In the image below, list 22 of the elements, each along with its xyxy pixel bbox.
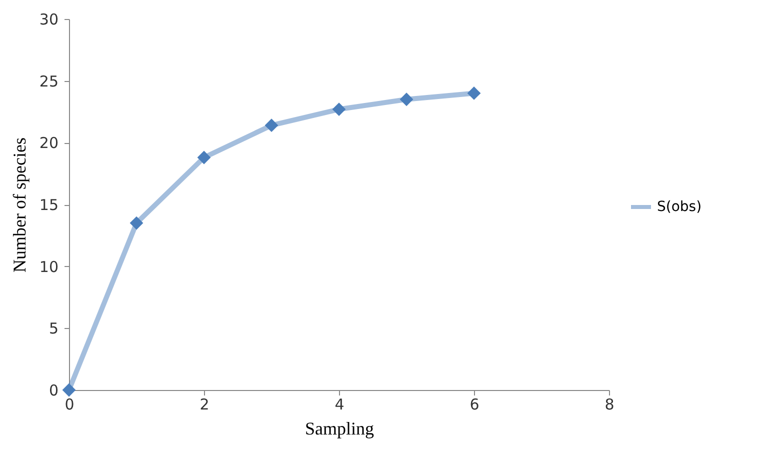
y-tick-label: 30 [39,10,58,28]
x-axis-title: Sampling [304,418,374,438]
x-tick-label: 4 [334,396,344,414]
legend-label: S(obs) [657,199,702,215]
point [400,92,414,106]
point [130,216,144,230]
x-tick-label: 6 [470,396,480,414]
y-tick-label: 25 [39,72,58,90]
x-tick-label: 2 [200,396,210,414]
point [332,102,346,116]
y-tick-label: 15 [39,196,58,214]
y-axis-title: Number of species [9,138,30,272]
x-tick-label: 8 [604,396,614,414]
point [62,383,76,397]
y-tick-label: 0 [48,382,58,400]
y-tick-label: 5 [48,320,58,338]
point [264,118,278,132]
x-tick-label: 0 [64,396,74,414]
point [467,86,481,100]
y-tick-label: 20 [39,134,58,152]
point [197,150,211,164]
y-tick-label: 10 [39,258,58,276]
